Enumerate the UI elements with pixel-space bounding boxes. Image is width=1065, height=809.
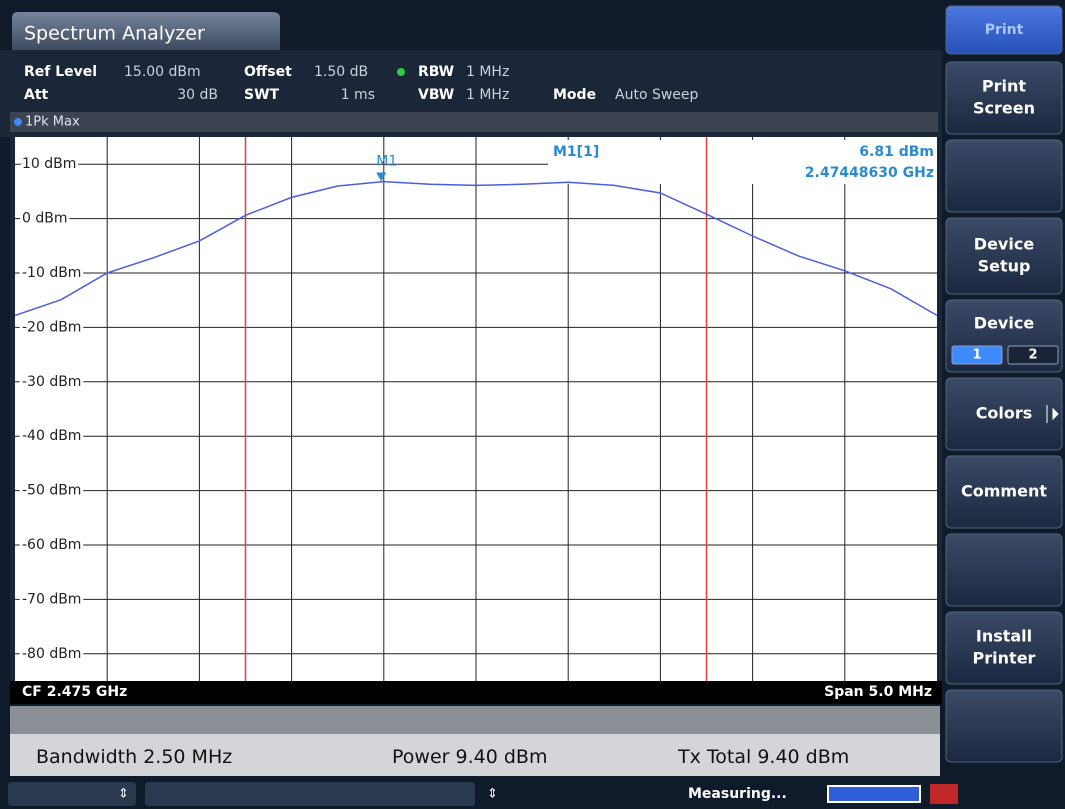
result-value: 9.40 dBm — [757, 746, 849, 768]
softkey[interactable] — [945, 5, 1063, 55]
softkey-label: Colors — [976, 404, 1033, 423]
trace-dot — [14, 118, 22, 126]
result-label: Power — [392, 746, 450, 768]
softkey-label: Screen — [973, 99, 1035, 118]
title: Spectrum Analyzer — [24, 23, 205, 45]
plot: 10 dBm 0 dBm -10 dBm -20 dBm -30 dBm -40 dBm -… — [14, 137, 938, 681]
submenu-arrow — [1046, 405, 1059, 423]
result-value: 9.40 dBm — [456, 746, 548, 768]
title-tab[interactable] — [12, 12, 280, 50]
status-field[interactable] — [8, 782, 136, 806]
marker — [376, 172, 387, 182]
result: Bandwidth 2.50 MHz — [36, 746, 232, 768]
setting-value: 1 MHz — [466, 64, 509, 80]
trace-label: 1Pk Max — [25, 115, 80, 130]
softkey[interactable] — [945, 139, 1063, 213]
setting-label: VBW — [418, 87, 454, 103]
setting-value: Auto Sweep — [615, 87, 699, 103]
softkey[interactable] — [945, 689, 1063, 763]
softkey-label: Print — [985, 22, 1024, 38]
marker-level: 6.81 dBm — [859, 144, 934, 160]
table-header — [10, 706, 940, 734]
softkey[interactable] — [945, 611, 1063, 685]
results-area — [10, 734, 940, 776]
y-tick-label: -30 dBm — [22, 374, 81, 390]
setting-label: SWT — [244, 87, 280, 103]
status-alert — [930, 784, 958, 804]
setting-label: Offset — [244, 64, 292, 80]
softkey-option-label: 2 — [1028, 348, 1037, 363]
softkey-option[interactable] — [1007, 345, 1059, 365]
y-tick-label: 10 dBm — [22, 156, 76, 172]
setting-value: 1.50 dB — [314, 64, 368, 80]
status-dot — [397, 68, 405, 76]
softkey-option-label: 1 — [972, 348, 981, 363]
y-tick-label: -70 dBm — [22, 591, 81, 607]
softkey-label: Print — [982, 77, 1026, 96]
setting-label: Att — [24, 87, 49, 103]
footer-bar — [10, 681, 942, 704]
y-tick-label: -50 dBm — [22, 483, 81, 499]
setting-label: RBW — [418, 64, 454, 80]
softkey-label: Device — [974, 235, 1035, 254]
setting-label: Ref Level — [24, 64, 97, 80]
status-icon: ⇕ — [487, 787, 498, 802]
softkey[interactable] — [945, 61, 1063, 135]
result-label: Tx Total — [677, 746, 751, 768]
y-tick-label: -60 dBm — [22, 537, 81, 553]
progress-bar — [827, 785, 921, 803]
softkey-label: Install — [976, 627, 1032, 646]
softkey-option[interactable] — [951, 345, 1003, 365]
status-text: Measuring... — [688, 786, 787, 802]
result: Power 9.40 dBm — [392, 746, 547, 768]
y-tick-label: -20 dBm — [22, 319, 81, 335]
setting-value: 1 ms — [341, 87, 375, 103]
marker-readout: M1[1] — [553, 144, 599, 160]
softkey[interactable] — [945, 217, 1063, 295]
center-frequency: CF 2.475 GHz — [22, 684, 127, 700]
softkey-label: Device — [974, 314, 1035, 333]
softkey[interactable] — [945, 533, 1063, 607]
y-tick-label: 0 dBm — [22, 211, 68, 227]
trace — [14, 180, 938, 317]
trace-bar — [10, 112, 938, 132]
setting-value: 30 dB — [177, 87, 218, 103]
result-label: Bandwidth — [36, 746, 137, 768]
result: Tx Total 9.40 dBm — [677, 746, 849, 768]
softkeys: Print Print Screen Device Setup Device 1 2 Color… — [945, 5, 1063, 763]
marker-frequency: 2.47448630 GHz — [805, 165, 934, 181]
marker-label: M1 — [376, 154, 397, 170]
softkey-label: Comment — [961, 482, 1047, 501]
y-tick-label: -10 dBm — [22, 265, 81, 281]
span: Span 5.0 MHz — [824, 684, 932, 700]
setting-label: Mode — [553, 87, 596, 103]
y-tick-label: -80 dBm — [22, 646, 81, 662]
softkey-label: Printer — [973, 649, 1036, 668]
y-tick-label: -40 dBm — [22, 428, 81, 444]
status-icon: ⇕ — [118, 787, 129, 802]
setting-value: 1 MHz — [466, 87, 509, 103]
softkey[interactable] — [945, 377, 1063, 451]
softkey[interactable] — [945, 455, 1063, 529]
marker-readout-bg — [548, 140, 937, 184]
setting-value: 15.00 dBm — [124, 64, 201, 80]
softkey-label: Setup — [978, 257, 1031, 276]
status-field[interactable] — [145, 782, 475, 806]
result-value: 2.50 MHz — [143, 746, 232, 768]
